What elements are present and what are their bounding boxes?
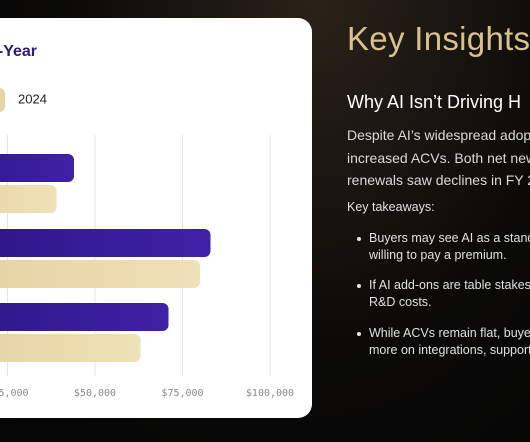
bar xyxy=(0,185,57,213)
legend-swatch xyxy=(0,88,5,112)
subheading: Why AI Isn’t Driving H xyxy=(347,92,522,112)
bullet-line: R&D costs. xyxy=(369,295,432,309)
chart-title: -Year xyxy=(0,43,37,60)
bullet-dot xyxy=(357,237,361,241)
bar xyxy=(0,154,74,182)
x-tick-label: $50,000 xyxy=(74,388,116,399)
paragraph-line: increased ACVs. Both net new p xyxy=(347,150,530,166)
bullet-line: willing to pay a premium. xyxy=(369,248,507,262)
bar xyxy=(0,303,169,331)
legend-label: 2024 xyxy=(18,91,47,106)
chart: -Year $25,000 $50,000 $75,000 $100,000 2024 xyxy=(0,43,295,399)
bullet-line: While ACVs remain flat, buyers xyxy=(369,326,530,340)
bullet-dot xyxy=(357,332,361,336)
x-tick-label: $25,000 xyxy=(0,388,29,399)
x-tick-label: $100,000 xyxy=(246,388,294,399)
bar xyxy=(0,334,141,362)
bar xyxy=(0,229,211,257)
bullet-dot xyxy=(357,284,361,288)
bullet-line: more on integrations, support, xyxy=(369,343,530,357)
heading: Key Insights xyxy=(347,20,530,57)
bullet-line: If AI add-ons are table stakes, s xyxy=(369,278,530,292)
paragraph-line: Despite AI’s widespread adopti xyxy=(347,127,530,143)
x-tick-label: $75,000 xyxy=(161,388,203,399)
bullet-line: Buyers may see AI as a standa xyxy=(369,231,530,245)
paragraph-line: renewals saw declines in FY 20 xyxy=(347,172,530,188)
takeaways-label: Key takeaways: xyxy=(347,200,435,214)
bar xyxy=(0,260,200,288)
